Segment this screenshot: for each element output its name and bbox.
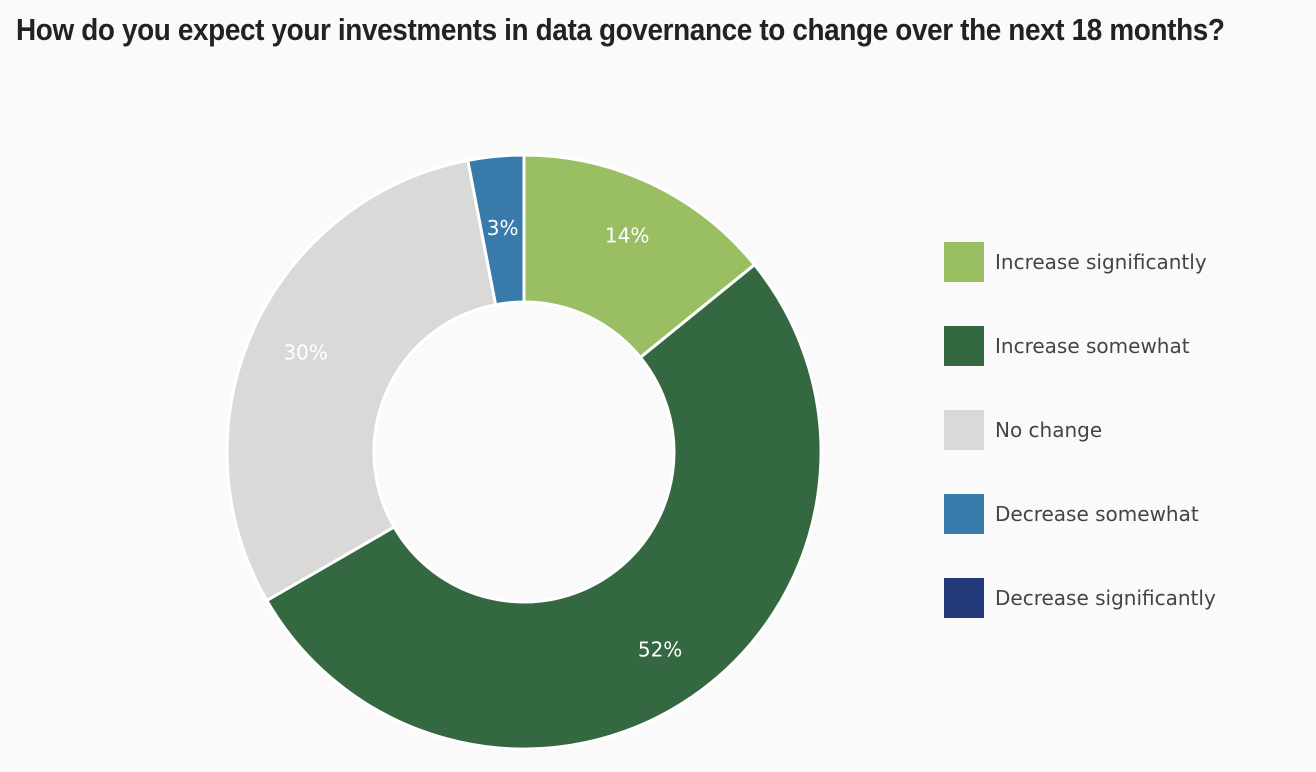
chart-legend: Increase significantly Increase somewhat N… xyxy=(944,242,1216,662)
legend-swatch xyxy=(944,494,984,534)
slice-increase-somewhat xyxy=(265,263,823,751)
legend-swatch xyxy=(944,410,984,450)
legend-item-increase-significantly[interactable]: Increase significantly xyxy=(944,242,1216,282)
data-label-decrease-somewhat: 3% xyxy=(487,216,519,240)
slice-decrease-somewhat xyxy=(466,153,526,307)
legend-label: Increase significantly xyxy=(995,250,1207,274)
legend-swatch xyxy=(944,326,984,366)
legend-swatch xyxy=(944,242,984,282)
chart-title: How do you expect your investments in da… xyxy=(16,12,1225,47)
data-label-no-change: 30% xyxy=(283,340,327,364)
legend-label: No change xyxy=(995,418,1103,442)
legend-item-decrease-significantly[interactable]: Decrease significantly xyxy=(944,578,1216,618)
data-label-increase-significantly: 14% xyxy=(605,223,649,247)
legend-label: Decrease somewhat xyxy=(995,502,1199,526)
legend-label: Increase somewhat xyxy=(995,334,1190,358)
data-label-increase-somewhat: 52% xyxy=(638,638,682,662)
legend-item-increase-somewhat[interactable]: Increase somewhat xyxy=(944,326,1216,366)
legend-label: Decrease significantly xyxy=(995,586,1216,610)
legend-swatch xyxy=(944,578,984,618)
donut-chart: 14% 52% 30% 3% xyxy=(225,153,823,751)
legend-item-no-change[interactable]: No change xyxy=(944,410,1216,450)
slice-increase-significantly xyxy=(522,153,757,359)
legend-item-decrease-somewhat[interactable]: Decrease somewhat xyxy=(944,494,1216,534)
slice-no-change xyxy=(225,158,498,602)
